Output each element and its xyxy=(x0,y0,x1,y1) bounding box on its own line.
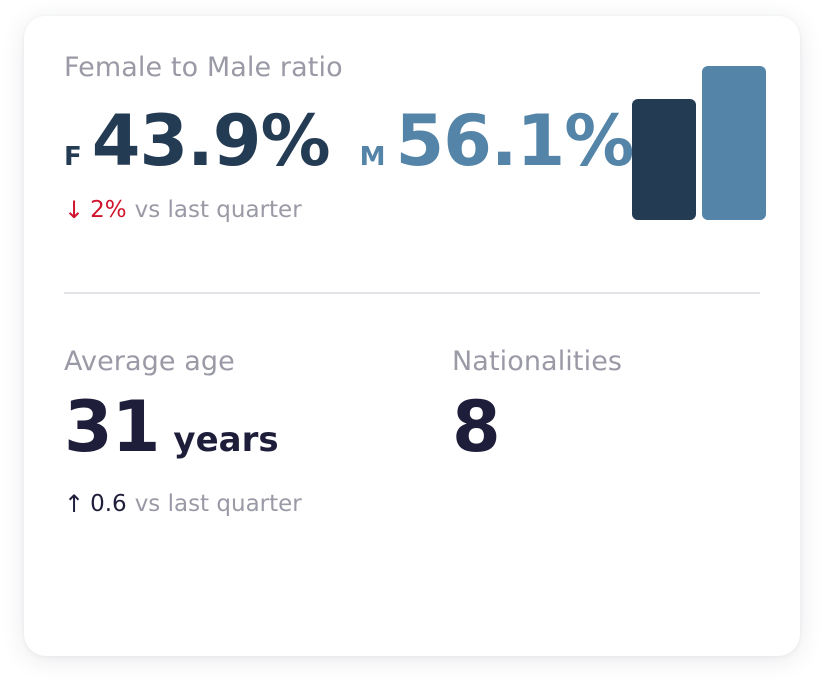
arrow-down-icon: ↓ xyxy=(64,196,85,224)
male-bar xyxy=(702,66,766,220)
female-percentage: 43.9% xyxy=(91,100,331,182)
arrow-up-icon: ↑ xyxy=(64,490,85,518)
ratio-title: Female to Male ratio xyxy=(64,52,343,83)
average-age-title: Average age xyxy=(64,346,235,377)
female-bar xyxy=(632,99,696,220)
nationalities-number: 8 xyxy=(452,386,501,468)
section-divider xyxy=(64,292,760,294)
nationalities-title: Nationalities xyxy=(452,346,623,377)
ratio-change-text: vs last quarter xyxy=(134,197,302,223)
nationalities-value: 8 xyxy=(452,386,501,468)
ratio-values: F 43.9% M 56.1% xyxy=(64,100,635,182)
age-change-value: 0.6 xyxy=(90,491,127,517)
age-change: ↑ 0.6 vs last quarter xyxy=(64,490,302,518)
age-change-text: vs last quarter xyxy=(134,491,302,517)
average-age-value: 31 years xyxy=(64,386,279,468)
male-letter: M xyxy=(359,142,386,172)
ratio-bar-chart xyxy=(632,66,766,220)
average-age-unit: years xyxy=(173,420,279,460)
female-letter: F xyxy=(64,142,82,172)
ratio-change: ↓ 2% vs last quarter xyxy=(64,196,302,224)
ratio-change-value: 2% xyxy=(90,197,127,223)
stats-card: Female to Male ratio F 43.9% M 56.1% ↓ 2… xyxy=(24,16,800,656)
male-percentage: 56.1% xyxy=(395,100,635,182)
average-age-number: 31 xyxy=(64,386,160,468)
